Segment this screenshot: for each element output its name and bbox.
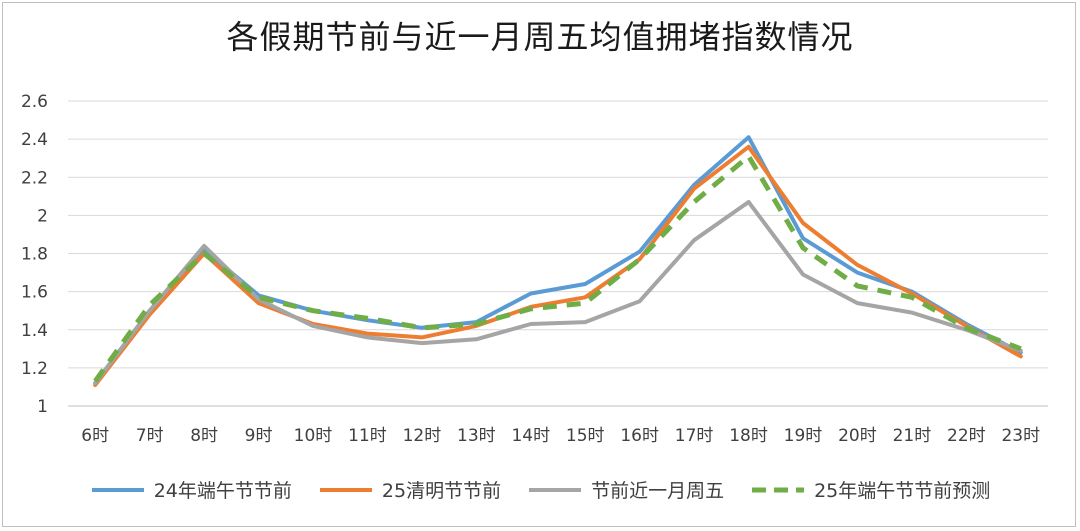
chart-title: 各假期节前与近一月周五均值拥堵指数情况 xyxy=(226,18,854,56)
legend-item: 节前近一月周五 xyxy=(527,476,724,503)
legend-swatch xyxy=(319,487,372,492)
x-tick-label: 17时 xyxy=(675,426,714,446)
series-line-2 xyxy=(93,144,1023,387)
y-tick-label: 1.8 xyxy=(21,245,48,265)
y-tick-label: 2.6 xyxy=(21,92,48,112)
series-line-4 xyxy=(93,153,1022,383)
legend-item: 25清明节节前 xyxy=(318,476,501,503)
x-tick-label: 21时 xyxy=(893,426,932,446)
y-tick-label: 1 xyxy=(37,397,48,417)
x-tick-label: 8时 xyxy=(190,426,218,446)
y-tick-label: 2 xyxy=(37,206,48,226)
x-tick-label: 18时 xyxy=(729,426,768,446)
x-tick-label: 7时 xyxy=(136,426,164,446)
x-tick-label: 10时 xyxy=(294,426,333,446)
y-tick-label: 1.4 xyxy=(21,321,48,341)
x-tick-label: 6时 xyxy=(81,426,109,446)
x-tick-label: 23时 xyxy=(1001,426,1040,446)
series-line-1 xyxy=(93,135,1023,386)
legend-label: 节前近一月周五 xyxy=(591,480,725,502)
legend-label: 25年端午节节前预测 xyxy=(814,480,991,502)
x-tick-label: 9时 xyxy=(245,426,273,446)
legend-item: 24年端午节节前 xyxy=(90,476,292,503)
x-tick-label: 11时 xyxy=(348,426,387,446)
x-tick-label: 19时 xyxy=(784,426,823,446)
x-tick-label: 22时 xyxy=(947,426,986,446)
x-tick-label: 20时 xyxy=(838,426,877,446)
legend-swatch xyxy=(529,487,582,492)
legend-item: 25年端午节节前预测 xyxy=(750,476,990,503)
legend-swatch xyxy=(752,487,805,492)
y-tick-label: 2.4 xyxy=(21,130,48,150)
chart-legend: 24年端午节节前 25清明节节前 节前近一月周五 25年端午节节前预测 xyxy=(0,476,1080,503)
y-tick-label: 1.2 xyxy=(21,359,48,379)
y-tick-label: 1.6 xyxy=(21,283,48,303)
x-tick-label: 16时 xyxy=(620,426,659,446)
x-tick-label: 14时 xyxy=(511,426,550,446)
x-tick-label: 13时 xyxy=(457,426,496,446)
y-tick-label: 2.2 xyxy=(21,168,48,188)
x-tick-label: 15时 xyxy=(566,426,605,446)
legend-label: 25清明节节前 xyxy=(381,480,502,502)
x-tick-label: 12时 xyxy=(403,426,442,446)
legend-swatch xyxy=(91,487,144,492)
legend-label: 24年端午节节前 xyxy=(153,480,292,502)
